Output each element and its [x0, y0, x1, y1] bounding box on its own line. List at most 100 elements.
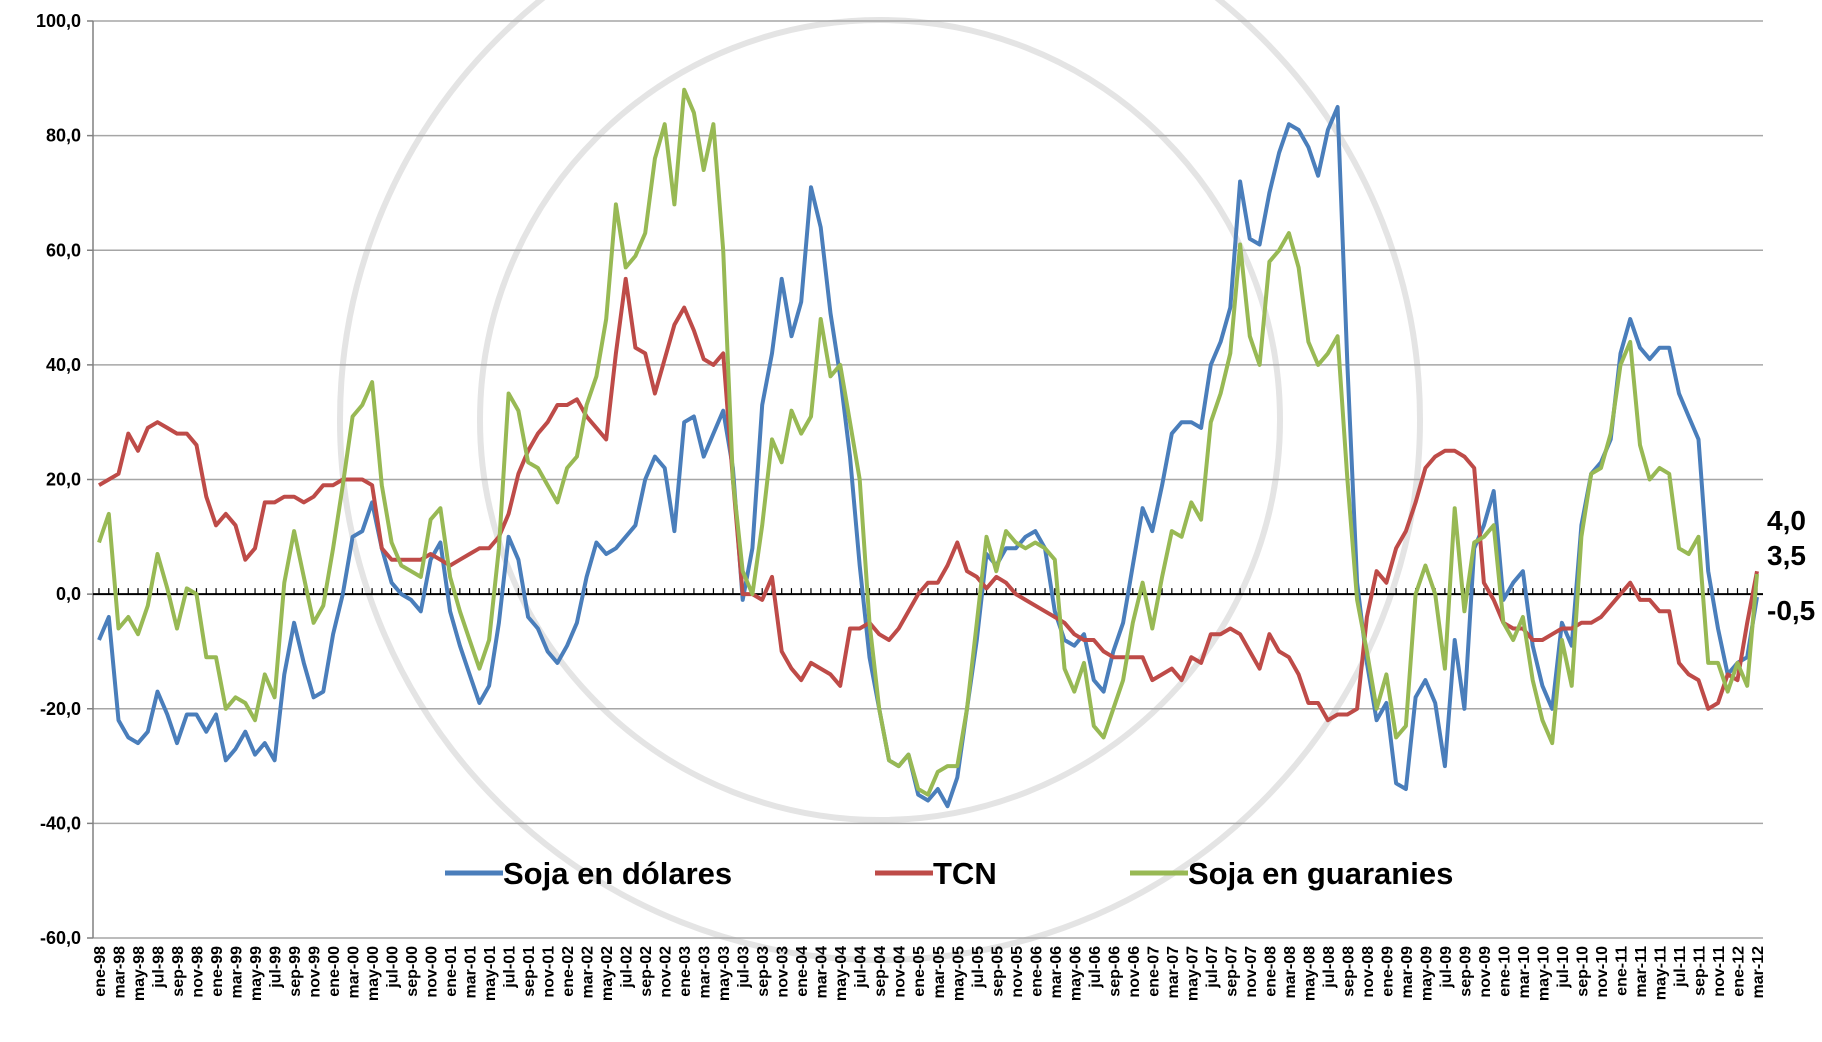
x-tick-label: ene-04	[794, 946, 811, 997]
x-tick-label: ene-99	[209, 946, 226, 997]
y-tick-label: 80,0	[46, 126, 81, 146]
x-tick-label: sep-06	[1106, 946, 1123, 997]
x-tick-label: may-08	[1301, 946, 1318, 1001]
x-tick-label: jul-11	[1672, 946, 1689, 988]
x-tick-label: nov-02	[658, 946, 675, 998]
x-tick-label: sep-01	[521, 946, 538, 997]
x-tick-label: sep-09	[1457, 946, 1474, 997]
series-line	[99, 90, 1757, 795]
x-tick-label: may-03	[716, 946, 733, 1001]
x-tick-label: jul-98	[151, 946, 168, 989]
x-tick-label: nov-98	[190, 946, 207, 998]
x-tick-label: jul-07	[1204, 946, 1221, 989]
x-tick-label: ene-01	[443, 946, 460, 997]
x-tick-label: mar-07	[1165, 946, 1182, 999]
x-tick-label: mar-00	[346, 946, 363, 999]
x-tick-label: nov-05	[1009, 946, 1026, 998]
data-label: 4,0	[1767, 505, 1806, 536]
x-tick-label: mar-03	[697, 946, 714, 999]
x-tick-label: may-01	[482, 946, 499, 1001]
x-tick-label: nov-06	[1126, 946, 1143, 998]
y-tick-label: 0,0	[56, 584, 81, 604]
x-tick-label: ene-09	[1379, 946, 1396, 997]
x-tick-label: sep-99	[287, 946, 304, 997]
y-tick-label: -60,0	[40, 928, 81, 948]
x-tick-label: may-09	[1418, 946, 1435, 1001]
y-tick-label: 60,0	[46, 240, 81, 260]
x-tick-label: may-10	[1535, 946, 1552, 1001]
x-tick-label: may-04	[833, 946, 850, 1001]
x-tick-label: mar-10	[1516, 946, 1533, 999]
x-tick-label: mar-98	[112, 946, 129, 999]
x-tick-label: mar-12	[1750, 946, 1767, 999]
x-tick-label: ene-03	[677, 946, 694, 997]
x-tick-label: sep-10	[1574, 946, 1591, 997]
x-tick-label: nov-04	[892, 946, 909, 998]
x-tick-label: may-11	[1652, 946, 1669, 1000]
x-tick-label: ene-00	[326, 946, 343, 997]
x-tick-label: may-99	[248, 946, 265, 1001]
x-tick-label: sep-05	[989, 946, 1006, 997]
x-tick-label: nov-07	[1243, 946, 1260, 998]
x-tick-label: ene-07	[1145, 946, 1162, 997]
x-tick-label: jul-08	[1321, 946, 1338, 989]
x-tick-label: may-07	[1184, 946, 1201, 1001]
x-tick-label: mar-08	[1282, 946, 1299, 999]
x-tick-label: sep-11	[1691, 946, 1708, 996]
x-tick-label: sep-98	[170, 946, 187, 997]
x-tick-label: may-98	[131, 946, 148, 1001]
y-tick-label: 40,0	[46, 355, 81, 375]
x-tick-label: jul-02	[619, 946, 636, 989]
x-tick-label: jul-00	[385, 946, 402, 989]
x-tick-label: nov-11	[1711, 946, 1728, 997]
legend-label: TCN	[933, 856, 997, 891]
x-tick-label: sep-07	[1223, 946, 1240, 997]
x-tick-label: nov-00	[424, 946, 441, 998]
x-tick-label: mar-09	[1399, 946, 1416, 999]
x-tick-label: nov-01	[541, 946, 558, 998]
x-tick-label: ene-10	[1496, 946, 1513, 997]
x-tick-label: sep-00	[404, 946, 421, 997]
x-tick-label: may-06	[1067, 946, 1084, 1001]
x-tick-label: ene-12	[1730, 946, 1747, 997]
x-tick-label: sep-08	[1340, 946, 1357, 997]
x-tick-label: ene-05	[911, 946, 928, 997]
x-tick-label: mar-99	[229, 946, 246, 999]
x-tick-label: mar-01	[463, 946, 480, 999]
chart: -60,0 -40,0 -20,0 0,0 20,0 40,0 60,0 80,0 100,0 e…	[0, 0, 1822, 1042]
data-label: 3,5	[1767, 540, 1806, 571]
x-tick-label: sep-04	[872, 946, 889, 997]
x-tick-label: mar-02	[580, 946, 597, 999]
x-tick-label: ene-02	[560, 946, 577, 997]
x-tick-label: jul-05	[970, 946, 987, 989]
x-tick-label: nov-99	[307, 946, 324, 998]
x-tick-label: jul-10	[1555, 946, 1572, 989]
y-tick-label: 20,0	[46, 470, 81, 490]
x-tick-label: ene-11	[1613, 946, 1630, 996]
legend-label: Soja en guaranies	[1188, 856, 1453, 891]
y-tick-label: -40,0	[40, 813, 81, 833]
x-tick-label: nov-09	[1477, 946, 1494, 998]
x-tick-label: ene-06	[1028, 946, 1045, 997]
x-tick-label: mar-11	[1633, 946, 1650, 998]
x-tick-label: jul-03	[736, 946, 753, 989]
x-tick-label: jul-09	[1438, 946, 1455, 989]
y-tick-label: -20,0	[40, 699, 81, 719]
data-label: -0,5	[1767, 595, 1815, 626]
x-tick-label: jul-04	[853, 946, 870, 989]
x-tick-label: nov-03	[775, 946, 792, 998]
x-tick-label: mar-04	[814, 946, 831, 999]
x-tick-label: nov-10	[1594, 946, 1611, 998]
x-tick-label: may-05	[950, 946, 967, 1001]
x-tick-label: jul-06	[1087, 946, 1104, 989]
x-tick-label: sep-02	[638, 946, 655, 997]
y-tick-label: 100,0	[36, 11, 81, 31]
legend-label: Soja en dólares	[503, 856, 732, 891]
x-tick-label: jul-01	[502, 946, 519, 989]
x-tick-label: ene-08	[1262, 946, 1279, 997]
x-tick-label: jul-99	[268, 946, 285, 989]
x-tick-label: sep-03	[755, 946, 772, 997]
x-tick-label: mar-06	[1048, 946, 1065, 999]
x-tick-label: mar-05	[931, 946, 948, 999]
x-tick-label: may-02	[599, 946, 616, 1001]
